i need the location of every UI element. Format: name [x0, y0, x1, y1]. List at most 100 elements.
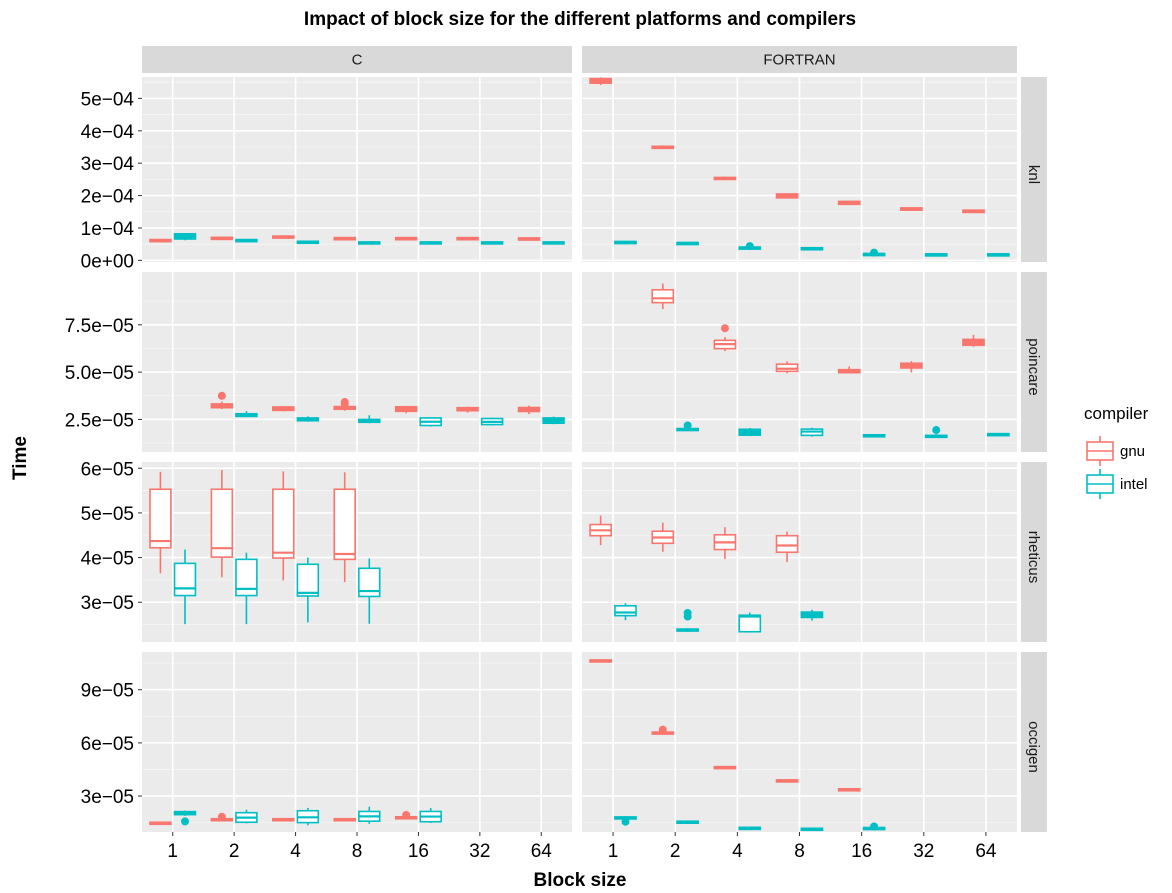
box-iqr: [235, 558, 258, 597]
strip-poincare: [1021, 272, 1047, 452]
box-intel: [986, 253, 1010, 257]
panel-knl-c: [142, 77, 572, 262]
box-gnu: [333, 817, 356, 822]
box-intel: [419, 808, 442, 823]
box-intel: [676, 608, 700, 632]
panel-occigen-fortran: [582, 652, 1017, 832]
panel-knl-fortran: [582, 77, 1017, 262]
outlier-point: [217, 812, 226, 821]
box-gnu: [651, 283, 675, 310]
box-iqr: [358, 567, 381, 598]
box-gnu: [210, 812, 234, 822]
box-intel: [173, 233, 197, 241]
box-gnu: [651, 725, 675, 735]
panel-poincare-c: [142, 272, 572, 452]
legend-key-intel: intel: [1086, 469, 1148, 499]
box-gnu: [210, 236, 234, 241]
x-tick-label: 16: [408, 841, 429, 862]
box-gnu: [333, 472, 356, 583]
x-tick-label: 8: [794, 841, 805, 862]
legend-key-gnu: gnu: [1086, 436, 1145, 466]
box-iqr: [272, 488, 295, 559]
box-gnu: [272, 817, 295, 822]
outlier-point: [932, 426, 941, 435]
box-intel: [676, 820, 700, 824]
box-intel: [296, 807, 320, 826]
outlier-point: [340, 398, 349, 407]
box-intel: [800, 827, 824, 832]
strip-occigen: [1021, 652, 1047, 832]
x-tick-label: 64: [531, 841, 553, 862]
panel-rheticus-fortran: [582, 462, 1017, 642]
box-intel: [358, 241, 381, 245]
box-iqr: [173, 562, 197, 597]
box-gnu: [589, 659, 613, 663]
box-intel: [986, 432, 1010, 437]
box-gnu: [962, 209, 985, 214]
box-intel: [358, 558, 381, 624]
box-iqr: [296, 563, 320, 597]
y-tick-label: 6e−05: [81, 459, 134, 480]
y-tick-label: 4e−05: [81, 549, 134, 570]
box-gnu: [713, 324, 737, 352]
box-intel: [358, 806, 381, 824]
box-intel: [614, 603, 637, 621]
x-tick-label: 2: [670, 841, 681, 862]
outlier-point: [402, 810, 411, 819]
box-intel: [676, 421, 700, 432]
x-tick-label: 64: [975, 841, 997, 862]
box-gnu: [899, 361, 923, 373]
strip-label-knl: knl: [1025, 165, 1042, 184]
box-intel: [862, 822, 886, 831]
x-tick-label: 32: [913, 841, 934, 862]
x-tick-label: 1: [608, 841, 619, 862]
box-intel: [800, 427, 824, 437]
box-gnu: [394, 810, 418, 820]
box-gnu: [651, 145, 675, 150]
x-tick-label: 2: [229, 841, 240, 862]
strip-label-fortran: FORTRAN: [763, 52, 835, 69]
box-intel: [235, 552, 258, 625]
y-tick-label: 4e−04: [81, 122, 135, 143]
x-tick-label: 16: [851, 841, 872, 862]
y-tick-label: 9e−05: [81, 681, 134, 702]
box-intel: [296, 557, 320, 623]
box-gnu: [149, 821, 172, 826]
box-intel: [800, 246, 824, 251]
box-gnu: [837, 366, 861, 374]
box-gnu: [962, 334, 985, 347]
box-iqr: [775, 534, 799, 554]
box-gnu: [837, 787, 861, 792]
box-gnu: [651, 522, 675, 552]
box-iqr: [738, 614, 762, 633]
outlier-point: [658, 725, 667, 734]
box-intel: [924, 426, 948, 439]
box-intel: [862, 248, 886, 257]
box-gnu: [333, 236, 356, 241]
strip-c: [142, 46, 572, 73]
y-tick-label: 7.5e−05: [65, 316, 134, 337]
box-intel: [542, 241, 565, 245]
box-gnu: [837, 200, 861, 206]
x-tick-label: 32: [469, 841, 490, 862]
strip-label-occigen: occigen: [1025, 721, 1042, 773]
box-intel: [419, 417, 442, 427]
box-intel: [296, 416, 320, 422]
x-tick-label: 4: [732, 841, 743, 862]
y-tick-label: 3e−05: [81, 593, 134, 614]
y-tick-label: 1e−04: [81, 219, 135, 240]
outlier-point: [683, 421, 692, 430]
box-gnu: [210, 391, 234, 410]
y-tick-label: 2e−04: [81, 187, 135, 208]
x-tick-label: 8: [352, 841, 363, 862]
outlier-point: [720, 324, 729, 333]
box-intel: [676, 241, 700, 246]
strip-label-poincare: poincare: [1025, 338, 1042, 396]
box-intel: [862, 433, 886, 438]
box-gnu: [517, 405, 541, 415]
box-intel: [235, 809, 258, 824]
y-tick-label: 5e−05: [81, 504, 134, 525]
box-intel: [614, 240, 637, 245]
box-intel: [235, 238, 258, 243]
